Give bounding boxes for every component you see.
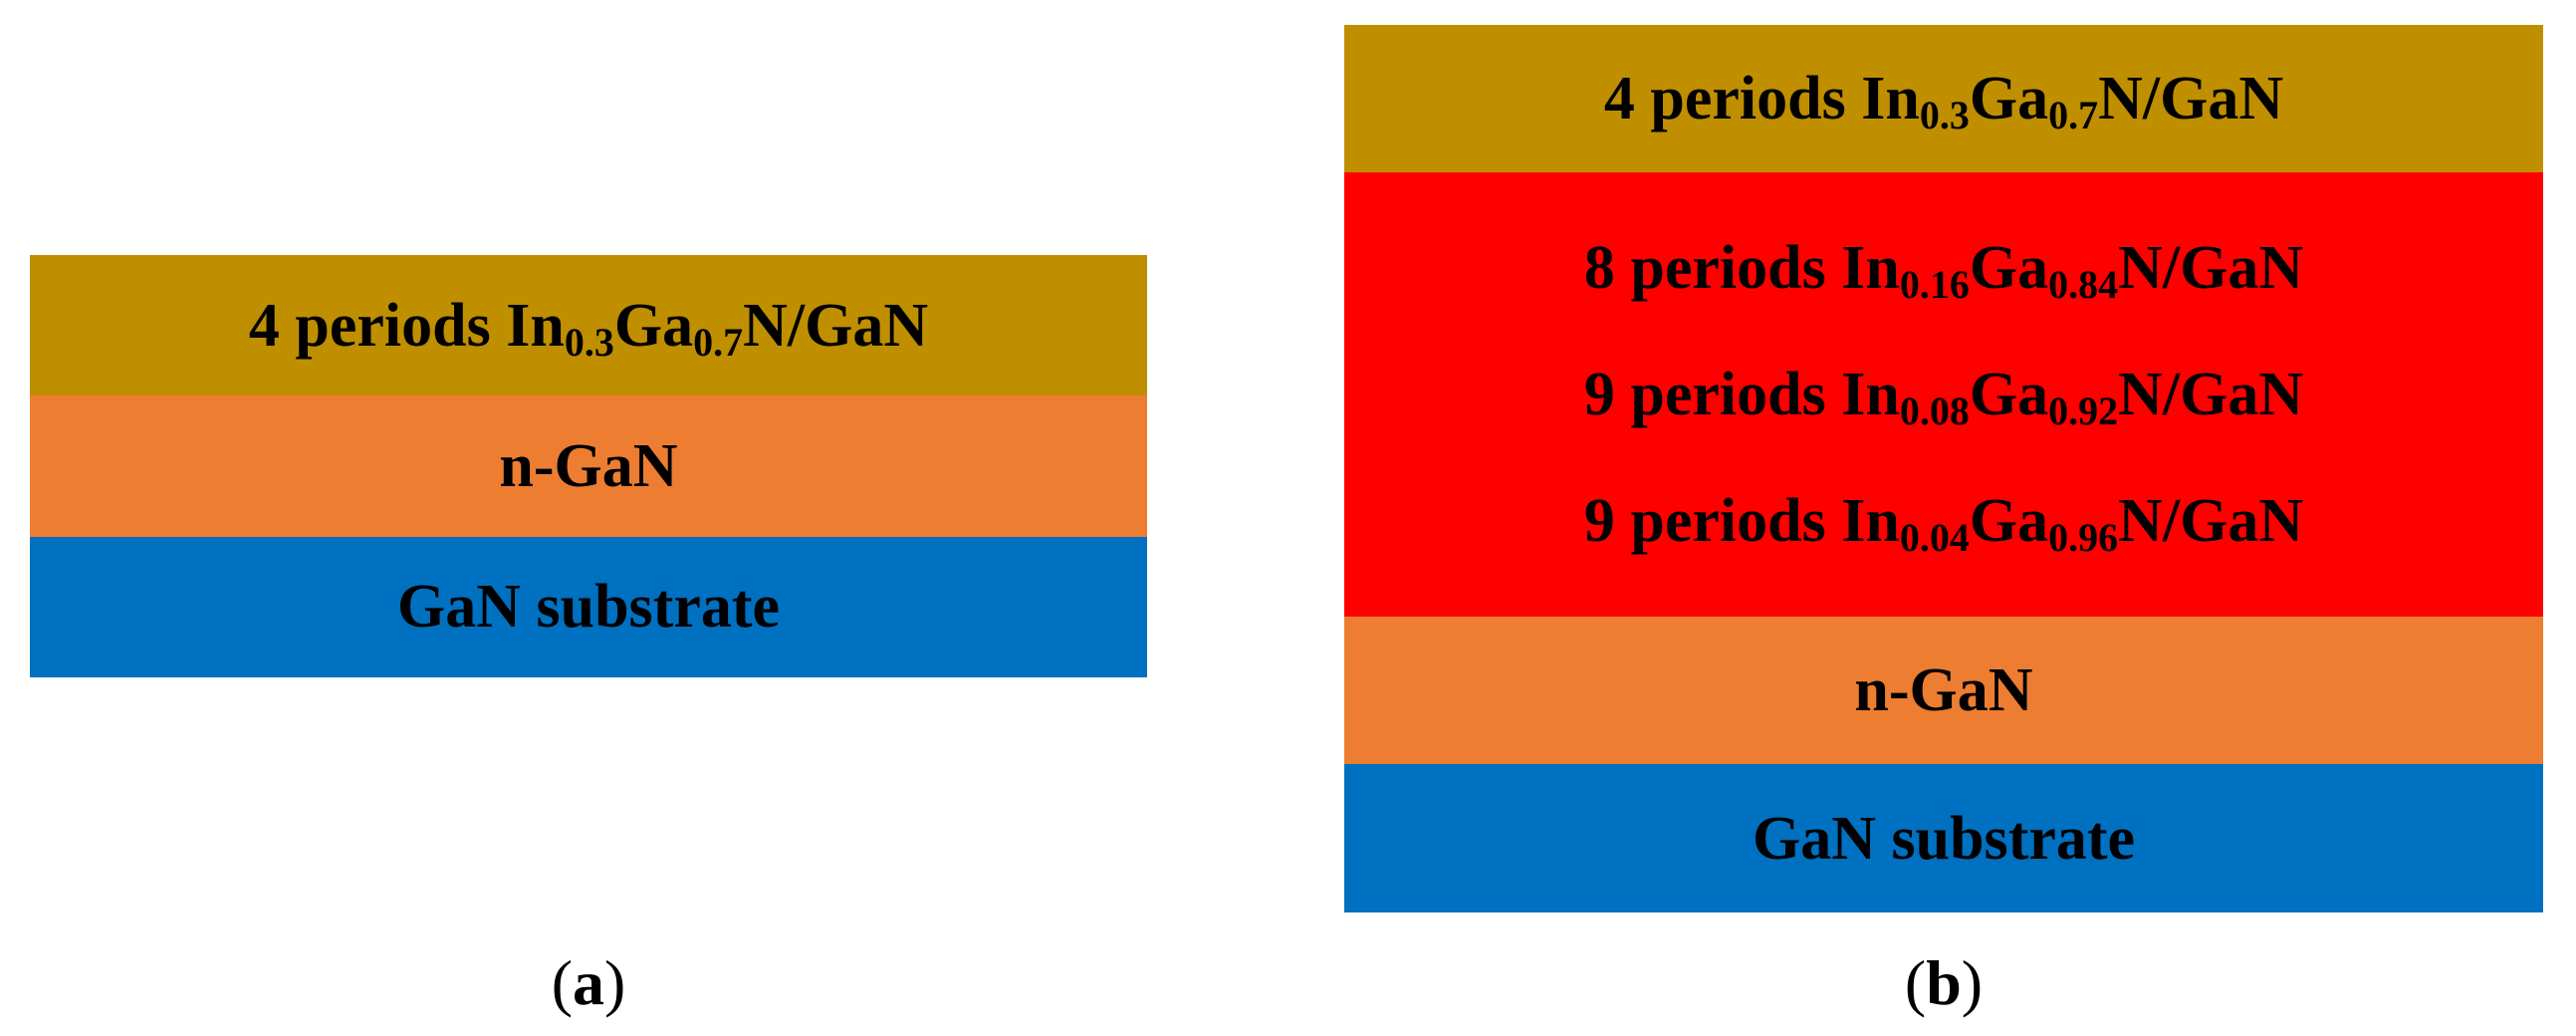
caption-text: ) bbox=[1961, 947, 1984, 1018]
label-text: n-GaN bbox=[499, 431, 678, 500]
label-text: n-GaN bbox=[1854, 656, 2033, 725]
layer-stack: 4 periods In0.3Ga0.7N/GaN n-GaN GaN substr… bbox=[30, 255, 1147, 677]
subscript: 0.7 bbox=[2048, 93, 2099, 138]
label-text: N/GaN bbox=[2118, 234, 2304, 303]
layer: GaN substrate bbox=[1344, 764, 2543, 912]
layer-label: n-GaN bbox=[1854, 659, 2032, 721]
label-text: Ga bbox=[1969, 361, 2049, 429]
layer: n-GaN bbox=[30, 395, 1147, 537]
label-text: 9 periods In bbox=[1583, 361, 1900, 429]
label-text: N/GaN bbox=[2118, 361, 2304, 429]
layer-label: 9 periods In0.04Ga0.96N/GaN bbox=[1583, 487, 2304, 558]
label-text: 9 periods In bbox=[1583, 487, 1900, 556]
label-text: Ga bbox=[1969, 234, 2049, 303]
caption-text: ( bbox=[1904, 947, 1927, 1018]
layer-label: 4 periods In0.3Ga0.7N/GaN bbox=[248, 291, 929, 363]
subscript: 0.16 bbox=[1899, 262, 1970, 308]
caption: (b) bbox=[1905, 946, 1983, 1020]
label-text: 4 periods In bbox=[248, 291, 565, 360]
layer: 4 periods In0.3Ga0.7N/GaN bbox=[1344, 25, 2543, 173]
subscript: 0.04 bbox=[1899, 515, 1970, 561]
subscript: 0.84 bbox=[2048, 262, 2119, 308]
layer-label: 8 periods In0.16Ga0.84N/GaN bbox=[1583, 234, 2304, 305]
caption-text: b bbox=[1926, 947, 1962, 1018]
layer-label: n-GaN bbox=[499, 435, 677, 497]
subscript: 0.7 bbox=[693, 319, 744, 365]
layer-label: 4 periods In0.3Ga0.7N/GaN bbox=[1603, 65, 2284, 135]
caption-text: a bbox=[573, 947, 604, 1018]
subscript: 0.3 bbox=[1919, 93, 1970, 138]
subscript: 0.08 bbox=[1899, 388, 1970, 434]
label-text: Ga bbox=[1969, 487, 2049, 556]
subscript: 0.92 bbox=[2048, 388, 2119, 434]
layer: GaN substrate bbox=[30, 536, 1147, 677]
caption-text: ( bbox=[551, 947, 573, 1018]
label-text: GaN substrate bbox=[396, 573, 781, 642]
layer-label: GaN substrate bbox=[397, 576, 780, 638]
layer: n-GaN bbox=[1344, 616, 2543, 765]
label-text: 8 periods In bbox=[1583, 234, 1900, 303]
layer-stack: 4 periods In0.3Ga0.7N/GaN 8 periods In0.1… bbox=[1344, 25, 2543, 912]
label-text: 4 periods In bbox=[1603, 65, 1920, 133]
label-text: GaN substrate bbox=[1752, 804, 2136, 873]
label-text: N/GaN bbox=[2098, 65, 2284, 133]
layer: 8 periods In0.16Ga0.84N/GaN 9 periods In0… bbox=[1344, 172, 2543, 617]
subscript: 0.96 bbox=[2048, 515, 2119, 561]
layer: 4 periods In0.3Ga0.7N/GaN bbox=[30, 255, 1147, 396]
layer-label: GaN substrate bbox=[1753, 808, 2135, 870]
label-text: Ga bbox=[1969, 65, 2049, 133]
subscript: 0.3 bbox=[564, 319, 614, 365]
label-text: Ga bbox=[613, 291, 694, 360]
caption: (a) bbox=[552, 946, 626, 1020]
label-text: N/GaN bbox=[2118, 487, 2304, 556]
label-text: N/GaN bbox=[743, 291, 929, 360]
layer-label: 9 periods In0.08Ga0.92N/GaN bbox=[1583, 361, 2304, 431]
caption-text: ) bbox=[604, 947, 626, 1018]
